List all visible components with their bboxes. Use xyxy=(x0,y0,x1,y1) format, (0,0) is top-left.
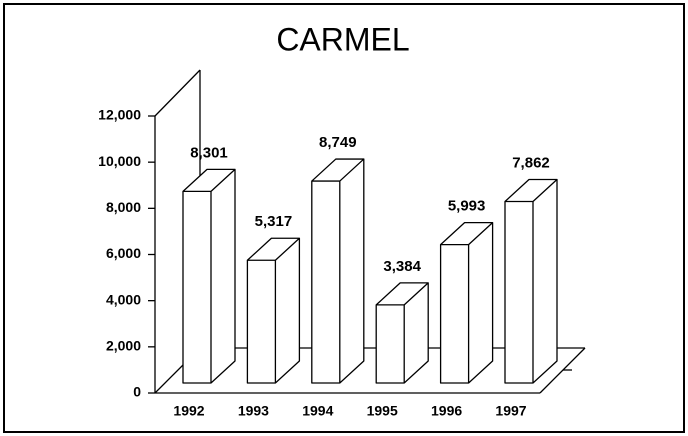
x-tick-label: 1997 xyxy=(495,403,526,419)
y-tick-label: 6,000 xyxy=(106,245,141,261)
x-tick-label: 1992 xyxy=(173,403,204,419)
bar xyxy=(311,158,365,384)
x-tick-label: 1994 xyxy=(302,403,333,419)
y-tick-label: 12,000 xyxy=(98,107,141,123)
data-label: 5,993 xyxy=(448,198,486,215)
x-tick-label: 1996 xyxy=(431,403,462,419)
y-tick-label: 0 xyxy=(133,384,141,400)
data-label: 7,862 xyxy=(512,154,550,171)
y-tick-label: 4,000 xyxy=(106,291,141,307)
data-label: 3,384 xyxy=(383,258,421,275)
data-label: 5,317 xyxy=(255,213,293,230)
bar xyxy=(246,237,301,384)
data-label: 8,301 xyxy=(190,144,228,161)
bar xyxy=(182,168,236,384)
y-tick-label: 8,000 xyxy=(106,199,141,215)
chart-title: CARMEL xyxy=(276,21,409,57)
bar xyxy=(375,282,429,384)
bar xyxy=(504,178,558,384)
wall-edge xyxy=(154,69,201,117)
y-tick-label: 10,000 xyxy=(98,153,141,169)
bar xyxy=(439,222,494,384)
floor-edge xyxy=(539,347,586,394)
x-tick-label: 1993 xyxy=(238,403,269,419)
x-tick-label: 1995 xyxy=(367,403,398,419)
y-tick-label: 2,000 xyxy=(106,338,141,354)
data-label: 8,749 xyxy=(319,134,357,151)
